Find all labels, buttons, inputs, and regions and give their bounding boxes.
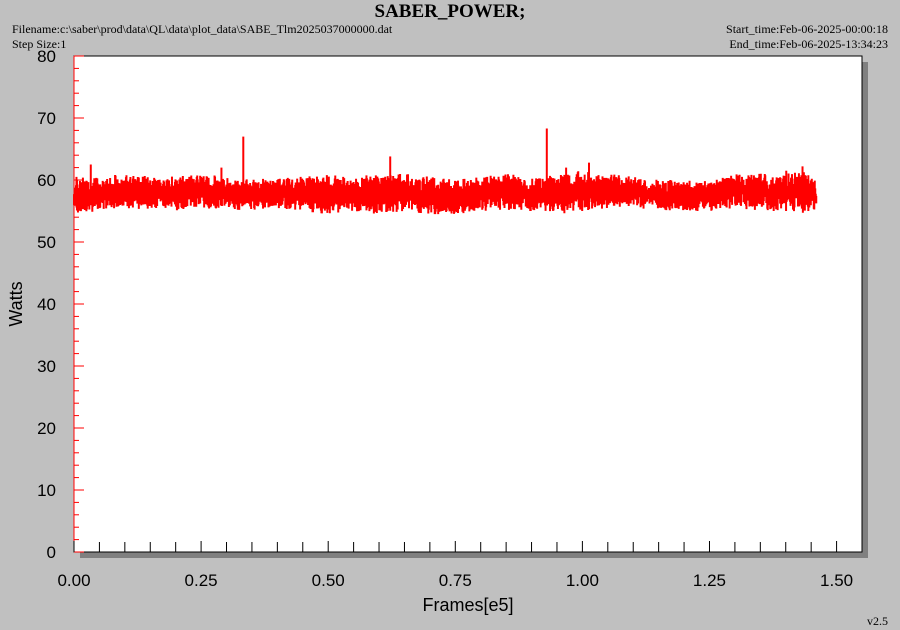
y-tick-label: 70: [37, 109, 56, 128]
x-tick-label: 0.00: [57, 571, 90, 590]
filename-text: Filename:c:\saber\prod\data\QL\data\plot…: [12, 22, 393, 36]
version-label: v2.5: [867, 614, 888, 628]
y-tick-label: 50: [37, 233, 56, 252]
x-tick-label: 1.25: [693, 571, 726, 590]
y-tick-label: 40: [37, 295, 56, 314]
x-tick-label: 0.25: [185, 571, 218, 590]
x-tick-label: 1.50: [820, 571, 853, 590]
x-tick-label: 0.75: [439, 571, 472, 590]
y-tick-label: 30: [37, 357, 56, 376]
y-tick-label: 20: [37, 419, 56, 438]
end-time-text: End_time:Feb-06-2025-13:34:23: [729, 37, 888, 51]
start-time-text: Start_time:Feb-06-2025-00:00:18: [726, 22, 888, 36]
chart-title: SABER_POWER;: [374, 1, 526, 22]
x-tick-label: 0.50: [312, 571, 345, 590]
step-size-text: Step Size:1: [12, 37, 67, 51]
x-tick-label: 1.00: [566, 571, 599, 590]
axis-layer: 0 10 20 30 40 50 60 70 80 0.00 0.25 0.50 0.75 1.00 1.2…: [37, 47, 863, 590]
y-axis-label: Watts: [6, 281, 26, 326]
y-tick-label: 80: [37, 47, 56, 66]
file-info: Filename:c:\saber\prod\data\QL\data\plot…: [12, 22, 392, 52]
y-tick-label: 60: [37, 171, 56, 190]
y-tick-label: 10: [37, 481, 56, 500]
y-tick-label: 0: [47, 543, 56, 562]
plot-area: [73, 55, 863, 553]
x-axis-label: Frames[e5]: [422, 595, 513, 615]
time-info: Start_time:Feb-06-2025-00:00:18 End_time…: [726, 22, 888, 52]
